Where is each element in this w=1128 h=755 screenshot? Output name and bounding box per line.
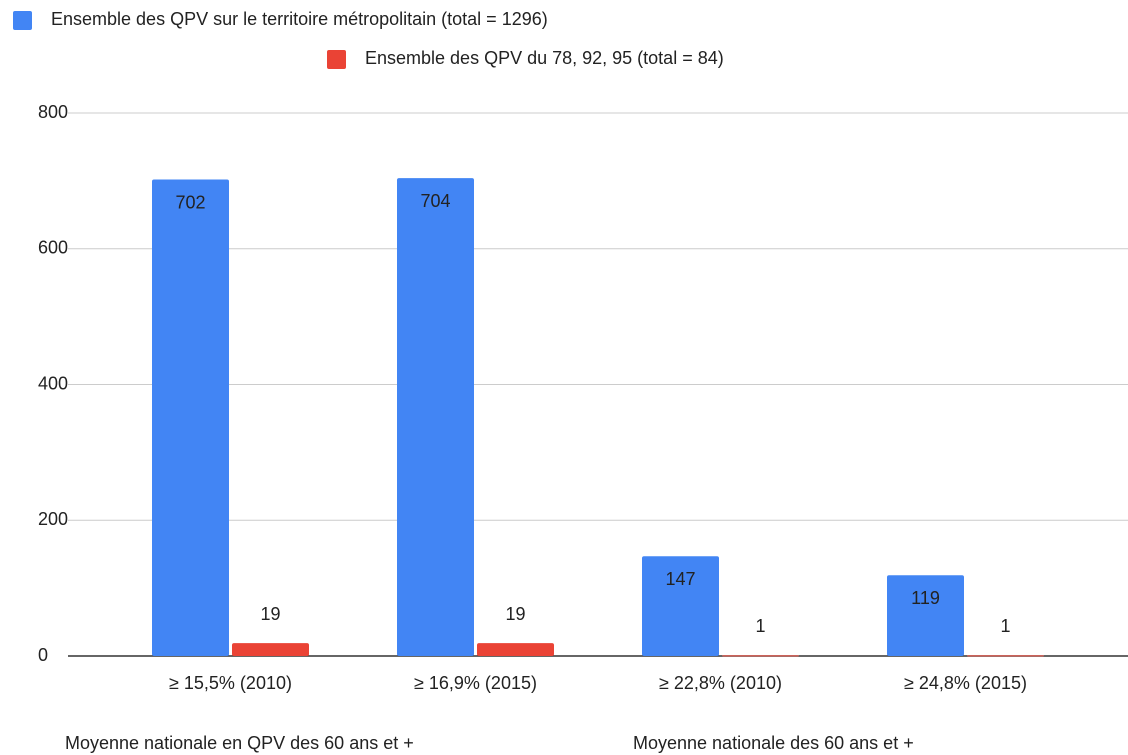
bar [477,643,554,656]
bar [642,556,719,656]
x-tick-label: ≥ 15,5% (2010) [169,673,292,693]
bar [397,178,474,656]
y-tick-label: 0 [38,645,48,665]
bar [887,575,964,656]
legend-swatch [13,11,32,30]
value-label: 702 [175,192,205,212]
x-tick-label: ≥ 24,8% (2015) [904,673,1027,693]
value-label: 1 [755,616,765,636]
group-label: Moyenne nationale des 60 ans et + [633,733,914,753]
group-label: Moyenne nationale en QPV des 60 ans et + [65,733,414,753]
legend-label: Ensemble des QPV du 78, 92, 95 (total = … [365,48,724,68]
legend-swatch [327,50,346,69]
value-label: 119 [911,588,940,608]
bar [722,655,799,657]
value-label: 704 [420,191,450,211]
bar [152,179,229,656]
y-tick-label: 400 [38,373,68,393]
value-label: 1 [1000,616,1010,636]
bar [232,643,309,656]
bar [967,655,1044,657]
x-tick-label: ≥ 22,8% (2010) [659,673,782,693]
value-label: 19 [260,604,280,624]
value-label: 147 [665,569,695,589]
y-tick-label: 800 [38,102,68,122]
legend-label: Ensemble des QPV sur le territoire métro… [51,9,548,29]
y-tick-label: 200 [38,509,68,529]
y-tick-label: 600 [38,238,68,258]
x-tick-label: ≥ 16,9% (2015) [414,673,537,693]
value-label: 19 [505,604,525,624]
